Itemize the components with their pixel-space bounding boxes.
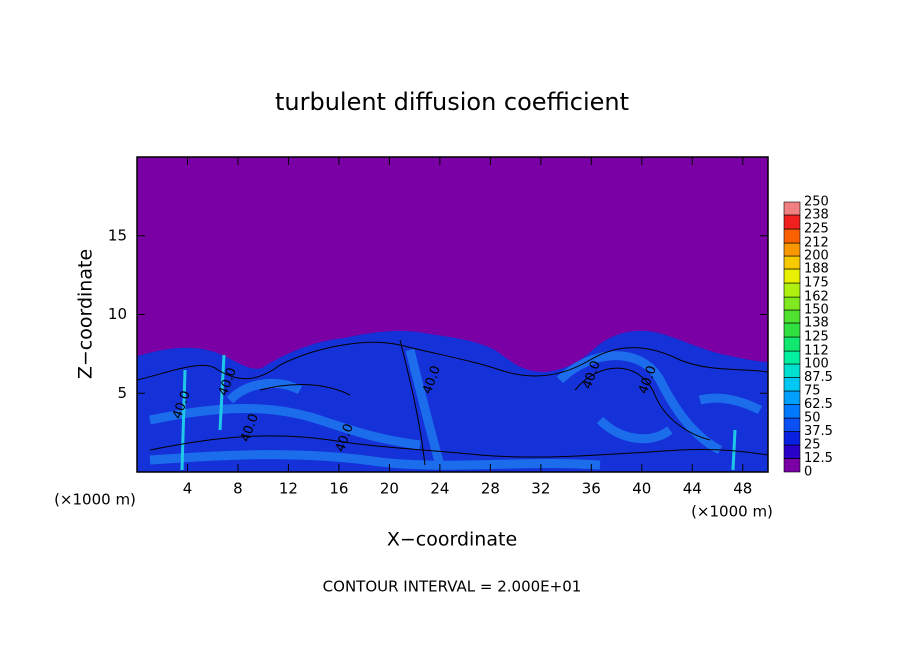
- colorbar-label: 162: [804, 290, 829, 305]
- x-tick-label: 24: [430, 480, 449, 498]
- colorbar-label: 250: [804, 195, 829, 210]
- y-unit: (×1000 m): [54, 491, 136, 509]
- colorbar-band: [783, 350, 801, 365]
- colorbar-band: [783, 336, 801, 352]
- colorbar-band: [783, 458, 801, 473]
- colorbar-label: 175: [804, 276, 829, 291]
- light-streaks: [180, 354, 737, 471]
- colorbar-label: 200: [804, 249, 829, 264]
- colorbar-label: 238: [804, 207, 829, 222]
- x-tick-label: 12: [279, 480, 298, 498]
- footnote: CONTOUR INTERVAL = 2.000E+01: [323, 578, 582, 596]
- colorbar-label: 188: [804, 261, 829, 276]
- colorbar-band: [783, 309, 801, 324]
- colorbar-label: 0: [804, 465, 812, 480]
- x-tick-label: 32: [531, 480, 550, 498]
- colorbar-label: 150: [804, 303, 829, 318]
- x-tick-label: 28: [481, 480, 500, 498]
- colorbar-band: [783, 444, 801, 459]
- field: [136, 157, 769, 472]
- x-tick-label: 44: [683, 480, 702, 498]
- colorbar-label: 125: [804, 330, 829, 345]
- colorbar-label: 100: [804, 357, 829, 372]
- colorbar-band: [783, 377, 801, 392]
- colorbar-band: [783, 255, 801, 270]
- colorbar-label: 138: [804, 315, 829, 330]
- colorbar-band: [783, 322, 801, 338]
- x-tick-label: 40: [632, 480, 651, 498]
- colorbar-label: 87.5: [804, 370, 833, 385]
- colorbar-label: 37.5: [804, 424, 833, 439]
- x-tick-label: 48: [733, 480, 752, 498]
- colorbar-band: [783, 214, 801, 230]
- colorbar-band: [783, 282, 801, 298]
- colorbar-band: [783, 431, 801, 446]
- colorbar-band: [783, 268, 801, 284]
- streaks: [149, 348, 763, 470]
- colorbar-label: 212: [804, 236, 829, 251]
- colorbar-label: 50: [804, 411, 821, 426]
- y-axis-label: Z−coordinate: [75, 249, 97, 379]
- x-tick-label: 4: [183, 480, 193, 498]
- colorbar-label: 62.5: [804, 397, 833, 412]
- y-tick-label: 5: [117, 384, 127, 402]
- colorbar-band: [783, 363, 801, 378]
- x-tick-label: 8: [233, 480, 243, 498]
- x-tick-label: 20: [380, 480, 399, 498]
- colorbar-band: [783, 404, 801, 419]
- chart-title: turbulent diffusion coefficient: [275, 88, 629, 116]
- colorbar-band: [783, 228, 801, 244]
- x-tick-label: 36: [582, 480, 601, 498]
- colorbar-label: 225: [804, 222, 829, 237]
- colorbar-label: 12.5: [804, 451, 833, 466]
- colorbar-band: [783, 296, 801, 311]
- contour-lines: [136, 339, 769, 466]
- y-tick-label: 10: [108, 305, 127, 323]
- colorbar-band: [783, 242, 801, 257]
- y-tick-label: 15: [108, 226, 127, 244]
- x-axis-label: X−coordinate: [387, 529, 517, 551]
- colorbar-band: [783, 417, 801, 432]
- x-tick-label: 16: [329, 480, 348, 498]
- colorbar-band: [783, 201, 801, 216]
- x-unit: (×1000 m): [691, 503, 773, 521]
- colorbar-label: 112: [804, 344, 829, 359]
- colorbar-label: 25: [804, 438, 821, 453]
- colorbar-band: [783, 390, 801, 405]
- colorbar-label: 75: [804, 384, 821, 399]
